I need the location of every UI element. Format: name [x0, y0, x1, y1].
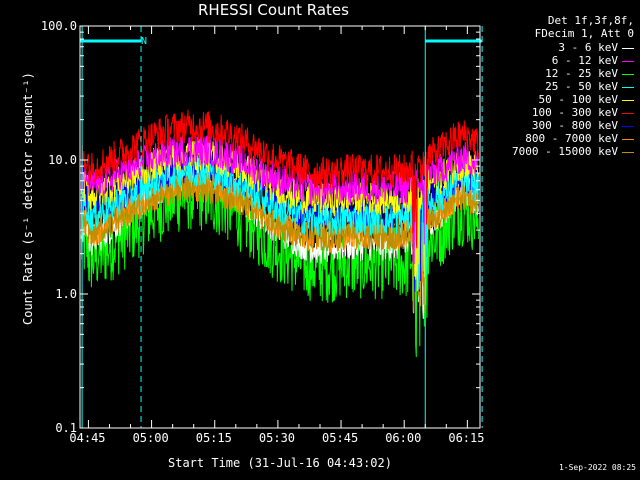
footer-timestamp: 1-Sep-2022 08:25 — [558, 463, 636, 472]
y-tick-label: 10.0 — [48, 153, 77, 167]
legend-entry: 25 - 50 keV — [545, 80, 634, 93]
legend-entry: 12 - 25 keV — [545, 67, 634, 80]
legend-label: 25 - 50 keV — [545, 80, 618, 93]
y-tick-label: 1.0 — [55, 287, 77, 301]
legend-swatch — [622, 73, 634, 75]
marker-layer — [80, 26, 483, 428]
plot-frame — [79, 25, 481, 429]
x-tick-label: 05:30 — [258, 431, 296, 445]
x-axis-label: Start Time (31-Jul-16 04:43:02) — [168, 456, 392, 470]
y-tick-label: 100.0 — [40, 19, 77, 33]
x-tick-label: 05:00 — [132, 431, 169, 445]
legend-label: 7000 - 15000 keV — [512, 145, 618, 158]
series-layer — [80, 109, 479, 358]
legend-swatch — [622, 138, 634, 140]
legend-entry: 3 - 6 keV — [558, 41, 634, 54]
legend-label: 6 - 12 keV — [551, 54, 618, 67]
legend-entry: 100 - 300 keV — [532, 106, 634, 119]
y-axis-label: Count Rate (s⁻¹ detector segment⁻¹) — [21, 72, 35, 325]
legend-swatch — [622, 112, 634, 114]
legend-header-1: Det 1f,3f,8f, — [547, 14, 634, 27]
legend-label: 12 - 25 keV — [545, 67, 618, 80]
legend-entry: 300 - 800 keV — [532, 119, 634, 132]
legend-swatch — [622, 47, 634, 49]
legend-label: 800 - 7000 keV — [525, 132, 618, 145]
x-tick-label: 06:00 — [385, 431, 422, 445]
legend-entry: 7000 - 15000 keV — [512, 145, 634, 158]
chart-title: RHESSI Count Rates — [198, 1, 349, 19]
legend-header-2: FDecim 1, Att 0 — [534, 27, 634, 40]
legend-label: 3 - 6 keV — [558, 41, 618, 54]
legend-label: 50 - 100 keV — [538, 93, 618, 106]
x-tick-label: 04:45 — [69, 431, 106, 445]
tick-layer — [80, 25, 480, 429]
legend-swatch — [622, 86, 634, 88]
x-tick-label: 05:45 — [322, 431, 359, 445]
legend-label: 300 - 800 keV — [531, 119, 618, 132]
legend-entry: 6 - 12 keV — [552, 54, 634, 67]
x-tick-label: 06:15 — [448, 431, 485, 445]
legend-entry: 50 - 100 keV — [539, 93, 634, 106]
legend-label: 100 - 300 keV — [531, 106, 618, 119]
legend-swatch — [622, 60, 634, 62]
legend-entry: 800 - 7000 keV — [525, 132, 634, 145]
legend-swatch — [622, 99, 634, 101]
y-tick-label: 0.1 — [55, 421, 77, 435]
night-flag-label: N — [141, 36, 148, 47]
legend-swatch — [622, 125, 634, 127]
x-tick-label: 05:15 — [195, 431, 232, 445]
series-line-100-300-kev — [80, 109, 479, 249]
legend-swatch — [622, 151, 634, 153]
